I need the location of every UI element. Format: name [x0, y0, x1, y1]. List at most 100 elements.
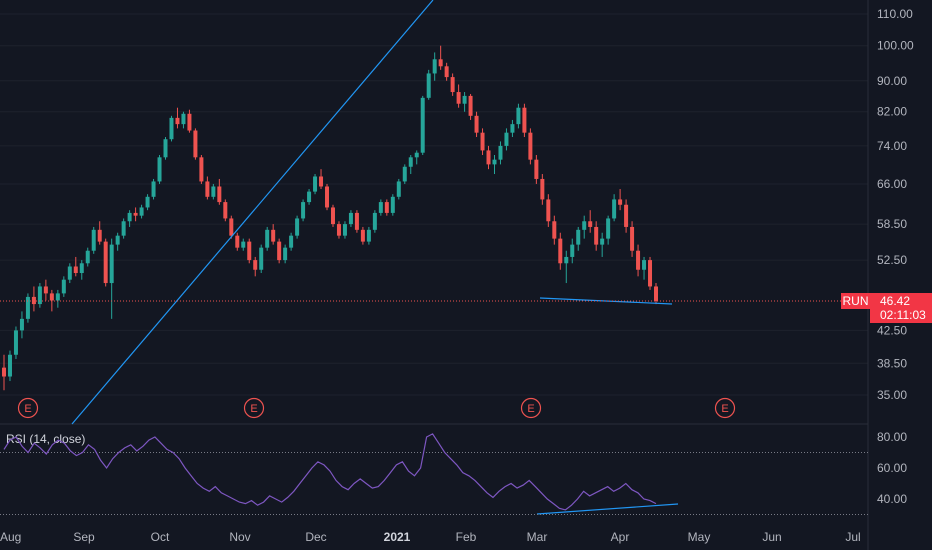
candle-body	[504, 132, 509, 146]
candle	[193, 128, 198, 160]
candle	[504, 128, 509, 151]
candle	[594, 221, 599, 251]
candle	[606, 215, 611, 245]
candle	[558, 232, 563, 270]
candle	[654, 283, 658, 305]
candle	[211, 183, 216, 200]
candle	[283, 244, 288, 264]
candle-body	[624, 204, 629, 227]
candle-body	[103, 241, 108, 284]
time-tick-label: Aug	[0, 530, 21, 544]
candle-body	[25, 296, 30, 319]
earnings-marker[interactable]: E	[714, 397, 736, 419]
candle-body	[49, 293, 54, 301]
candle-body	[462, 95, 467, 104]
candle	[181, 111, 186, 129]
candle-body	[570, 244, 575, 257]
time-tick-label: Jun	[762, 530, 781, 544]
candle	[588, 210, 593, 233]
candle	[600, 232, 605, 257]
time-axis[interactable]: Aug Sep Oct Nov Dec 2021 Feb Mar Apr May Jun Jul	[0, 530, 861, 544]
candle-body	[444, 66, 449, 78]
candle-body	[420, 97, 425, 153]
rsi-divergence-line[interactable]	[536, 503, 679, 515]
candle-body	[217, 186, 222, 203]
candle-body	[295, 218, 300, 236]
candle	[630, 221, 635, 257]
candle-body	[336, 224, 341, 236]
time-tick-label: May	[688, 530, 711, 544]
candle-body	[199, 157, 204, 182]
candlestick-series	[2, 45, 658, 391]
candle-body	[432, 59, 437, 74]
candle-body	[253, 260, 258, 270]
candle-body	[606, 218, 611, 239]
candle-body	[223, 202, 228, 219]
candle-body	[229, 218, 234, 236]
price-tick-label: 66.00	[877, 177, 907, 191]
candle-body	[654, 286, 658, 302]
time-tick-label: Dec	[305, 530, 326, 544]
candle-body	[648, 260, 653, 287]
candle	[540, 174, 545, 205]
earnings-label: E	[527, 403, 534, 415]
candle	[235, 232, 240, 251]
rsi-axis[interactable]: 80.00 60.00 40.00	[877, 430, 907, 506]
candle	[259, 244, 264, 274]
candle-body	[354, 212, 359, 230]
trendlines[interactable]	[71, 0, 679, 515]
earnings-marker[interactable]: E	[520, 397, 542, 419]
candle	[420, 95, 425, 156]
candle	[582, 215, 587, 239]
candle	[151, 178, 156, 200]
earnings-marker[interactable]: E	[243, 397, 265, 419]
candle	[360, 226, 365, 245]
candle	[295, 215, 300, 239]
candle-body	[408, 157, 413, 167]
countdown-text: 02:11:03	[880, 308, 926, 322]
price-axis[interactable]: 110.00 100.00 90.00 82.00 74.00 66.00 58.50 52.…	[877, 7, 914, 402]
candle	[109, 238, 114, 319]
price-label: RUN 46.42 02:11:03	[841, 293, 932, 323]
candle	[624, 199, 629, 233]
rsi-title[interactable]: RSI (14, close)	[6, 432, 85, 446]
candle-body	[175, 117, 180, 125]
candle-body	[151, 181, 156, 197]
candle	[37, 283, 42, 308]
candle	[576, 226, 581, 251]
candle-body	[588, 221, 593, 227]
candle	[97, 221, 102, 245]
candle	[169, 115, 174, 142]
candle-body	[582, 221, 587, 230]
candle	[277, 238, 282, 264]
ascending-trendline[interactable]	[71, 0, 434, 425]
candle-body	[618, 199, 623, 205]
rsi-series	[0, 433, 868, 515]
candle-body	[247, 241, 252, 261]
price-tick-label: 42.50	[877, 323, 907, 337]
candle	[510, 119, 515, 138]
candle-body	[480, 132, 485, 151]
candle	[13, 326, 18, 359]
candle-body	[390, 196, 395, 213]
price-tick-label: 82.00	[877, 105, 907, 119]
time-tick-label: Jul	[845, 530, 860, 544]
candle	[462, 92, 467, 112]
candle	[474, 111, 479, 138]
earnings-marker[interactable]: E	[17, 397, 39, 419]
candle-body	[516, 107, 521, 125]
candle	[289, 232, 294, 251]
candle-body	[372, 212, 377, 230]
candle-body	[115, 235, 120, 245]
candle-body	[558, 238, 563, 264]
time-tick-label: Mar	[527, 530, 548, 544]
time-tick-label: Oct	[151, 530, 170, 544]
candle-body	[187, 113, 192, 131]
candle-body	[468, 95, 473, 116]
candle	[372, 210, 377, 233]
candle-body	[97, 229, 102, 242]
candle-body	[55, 293, 60, 301]
candle	[247, 238, 252, 264]
